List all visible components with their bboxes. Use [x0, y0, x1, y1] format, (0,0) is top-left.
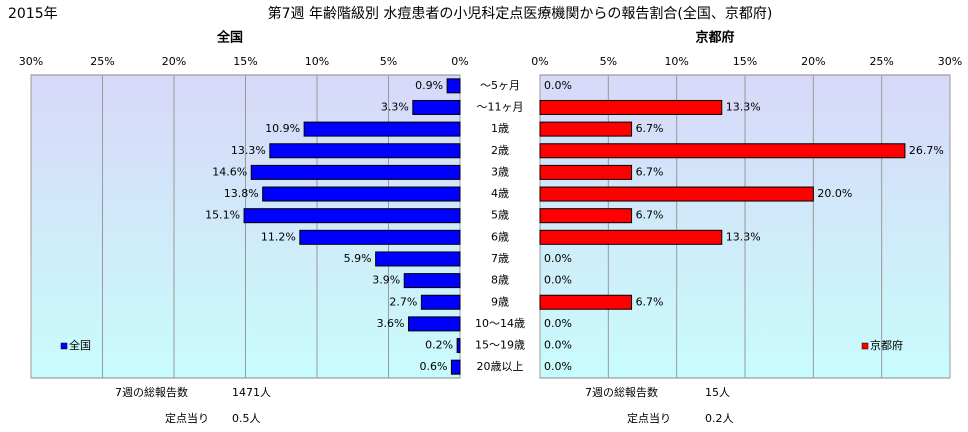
value-label: 5.9%	[344, 252, 372, 265]
x-tick-label: 10%	[305, 55, 329, 68]
category-label: 7歳	[491, 252, 509, 265]
value-label: 13.8%	[224, 187, 259, 200]
value-label: 0.0%	[544, 252, 572, 265]
value-label: 11.2%	[261, 230, 296, 243]
value-label: 0.0%	[544, 339, 572, 352]
bar	[299, 229, 461, 245]
value-label: 26.7%	[909, 144, 944, 157]
x-tick-label: 15%	[733, 55, 757, 68]
value-label: 0.6%	[419, 360, 447, 373]
value-label: 13.3%	[231, 144, 266, 157]
value-label: 13.3%	[726, 230, 761, 243]
value-label: 6.7%	[636, 165, 664, 178]
category-label: 1歳	[491, 122, 509, 135]
bar	[539, 143, 906, 159]
category-label: 9歳	[491, 295, 509, 308]
value-label: 3.6%	[377, 317, 405, 330]
bar	[243, 208, 461, 224]
category-label: 3歳	[491, 165, 509, 178]
x-tick-label: 30%	[19, 55, 43, 68]
value-label: 3.9%	[372, 274, 400, 287]
category-label: 15～19歳	[475, 339, 525, 352]
value-label: 0.0%	[544, 79, 572, 92]
legend-swatch	[861, 342, 869, 350]
note-label: 7週の総報告数	[115, 385, 188, 399]
value-label: 10.9%	[265, 122, 300, 135]
value-label: 0.9%	[415, 79, 443, 92]
value-label: 3.3%	[381, 100, 409, 113]
x-tick-label: 25%	[90, 55, 114, 68]
page-title: 第7週 年齢階級別 水痘患者の小児科定点医療機関からの報告割合(全国、京都府)	[268, 5, 773, 22]
x-tick-label: 15%	[233, 55, 257, 68]
bar	[539, 99, 723, 115]
x-tick-label: 5%	[380, 55, 397, 68]
category-label: 4歳	[491, 187, 509, 200]
bar	[262, 186, 461, 202]
category-label: 2歳	[491, 144, 509, 157]
bar	[539, 208, 633, 224]
category-label: ～11ヶ月	[477, 100, 524, 113]
x-tick-label: 30%	[938, 55, 962, 68]
x-tick-label: 5%	[600, 55, 617, 68]
value-label: 20.0%	[817, 187, 852, 200]
value-label: 6.7%	[636, 295, 664, 308]
value-label: 0.0%	[544, 360, 572, 373]
bar	[539, 121, 633, 137]
category-label: 20歳以上	[477, 360, 524, 373]
legend-label: 京都府	[870, 338, 903, 352]
bar	[269, 143, 461, 159]
bar	[456, 338, 461, 354]
legend-label: 全国	[69, 338, 91, 352]
bar	[539, 229, 723, 245]
bar	[412, 99, 461, 115]
note-label: 定点当り	[165, 411, 209, 425]
legend-swatch	[60, 342, 68, 350]
value-label: 6.7%	[636, 122, 664, 135]
note-label: 定点当り	[627, 411, 671, 425]
category-label: ～5ヶ月	[480, 79, 520, 92]
bar	[539, 294, 633, 310]
x-tick-label: 25%	[869, 55, 893, 68]
note-label: 7週の総報告数	[585, 385, 658, 399]
value-label: 13.3%	[726, 100, 761, 113]
value-label: 0.0%	[544, 274, 572, 287]
bar	[403, 273, 461, 289]
category-label: 6歳	[491, 230, 509, 243]
x-tick-label: 20%	[162, 55, 186, 68]
bar	[539, 164, 633, 180]
value-label: 15.1%	[205, 209, 240, 222]
category-label: 5歳	[491, 209, 509, 222]
bar	[250, 164, 461, 180]
bar	[303, 121, 461, 137]
note-value: 0.5人	[232, 412, 261, 425]
bar	[420, 294, 461, 310]
bar	[408, 316, 461, 332]
x-tick-label: 10%	[664, 55, 688, 68]
bar	[446, 78, 461, 94]
note-value: 0.2人	[705, 412, 734, 425]
bar	[539, 186, 814, 202]
bar	[375, 251, 461, 267]
x-tick-label: 20%	[801, 55, 825, 68]
panel-title: 京都府	[695, 30, 734, 46]
note-value: 15人	[705, 386, 730, 399]
value-label: 0.2%	[425, 339, 453, 352]
year: 2015年	[8, 6, 58, 22]
category-label: 10～14歳	[475, 317, 525, 330]
value-label: 14.6%	[212, 165, 247, 178]
value-label: 0.0%	[544, 317, 572, 330]
x-tick-label: 0%	[531, 55, 548, 68]
value-label: 2.7%	[389, 295, 417, 308]
category-label: 8歳	[491, 274, 509, 287]
bar	[450, 359, 461, 375]
x-tick-label: 0%	[451, 55, 468, 68]
panel-title: 全国	[216, 30, 243, 46]
note-value: 1471人	[232, 386, 271, 399]
value-label: 6.7%	[636, 209, 664, 222]
